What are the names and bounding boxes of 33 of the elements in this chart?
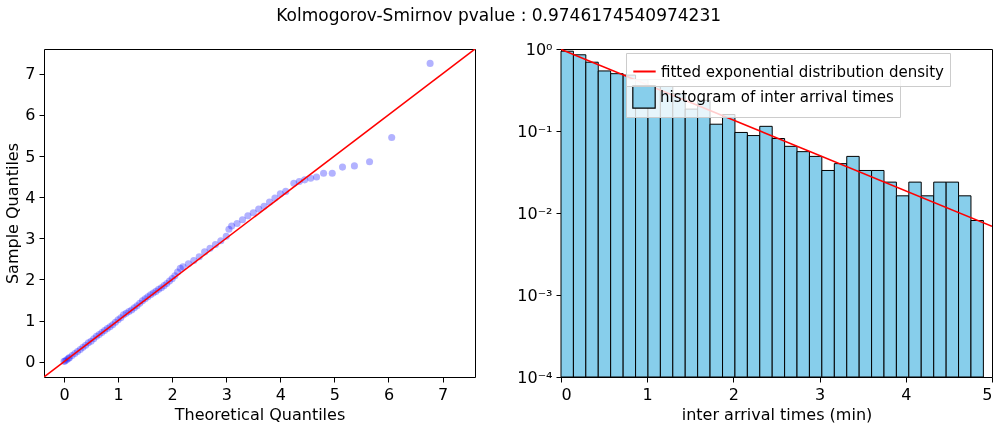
x-tick-label: 5: [982, 384, 993, 404]
x-tick-label: 3: [815, 384, 826, 404]
y-tick-label: 1: [25, 311, 36, 331]
y-tick-label: 7: [25, 64, 36, 84]
y-tick-label: 3: [25, 228, 36, 248]
x-axis-title: Theoretical Quantiles: [173, 404, 346, 424]
x-tick-label: 6: [383, 384, 395, 404]
x-tick-label: 0: [561, 384, 572, 404]
x-tick-label: 1: [113, 384, 124, 404]
y-tick-label: 10⁻³: [517, 285, 553, 305]
x-tick-label: 2: [167, 384, 178, 404]
y-tick-label: 6: [25, 105, 36, 125]
y-tick-label: 10⁰: [525, 39, 553, 59]
y-tick-label: 2: [25, 269, 36, 289]
x-tick-label: 4: [275, 384, 286, 404]
y-tick-label: 10⁻²: [517, 203, 553, 223]
y-tick-label: 0: [25, 352, 36, 372]
y-tick-label: 10⁻¹: [517, 121, 553, 141]
x-tick-label: 3: [221, 384, 232, 404]
x-axis-title: inter arrival times (min): [681, 404, 873, 424]
x-tick-label: 7: [437, 384, 449, 404]
x-tick-label: 5: [329, 384, 340, 404]
y-tick-label: 5: [25, 146, 36, 166]
y-tick-label: 4: [25, 187, 36, 207]
x-tick-label: 2: [728, 384, 739, 404]
x-tick-label: 4: [901, 384, 912, 404]
x-tick-label: 1: [642, 384, 653, 404]
chart-title: Kolmogorov-Smirnov pvalue : 0.9746174540974231: [276, 4, 722, 25]
y-tick-label: 10⁻⁴: [517, 367, 553, 387]
legend-label: histogram of inter arrival times: [660, 88, 895, 106]
x-tick-label: 0: [59, 384, 70, 404]
legend-label: fitted exponential distribution density: [661, 62, 945, 81]
y-axis-title: Sample Quantiles: [3, 142, 23, 285]
